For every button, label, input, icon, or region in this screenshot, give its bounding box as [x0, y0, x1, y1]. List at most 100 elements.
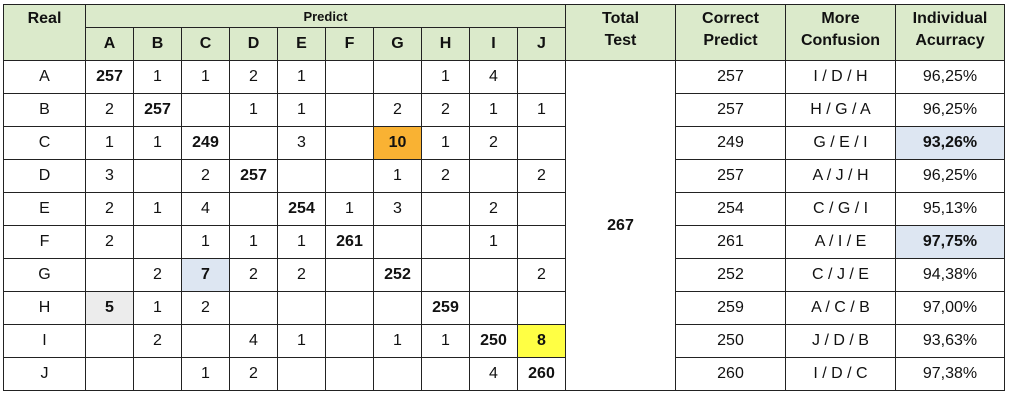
matrix-cell: 2 [181, 159, 230, 193]
matrix-cell: 2 [85, 225, 134, 259]
table-row: E 2 1 4 254 1 3 2 254 C / G / I 95,13% [3, 192, 1005, 226]
matrix-cell: 2 [85, 192, 134, 226]
matrix-cell: 1 [325, 192, 374, 226]
predict-column-header: A [85, 27, 134, 61]
diagonal-cell: 259 [421, 291, 470, 325]
real-class-label: C [3, 126, 86, 160]
more-confusion-cell: J / D / B [785, 324, 896, 358]
matrix-cell: 1 [373, 159, 422, 193]
real-class-label: B [3, 93, 86, 127]
matrix-cell [373, 291, 422, 325]
correct-predict-header: Correct Predict [675, 4, 786, 61]
individual-accuracy-cell: 96,25% [895, 159, 1005, 193]
matrix-cell: 2 [229, 258, 278, 292]
matrix-cell: 4 [469, 357, 518, 391]
correct-predict-cell: 259 [675, 291, 786, 325]
matrix-cell [229, 126, 278, 160]
real-class-label: A [3, 60, 86, 94]
matrix-cell [421, 192, 470, 226]
matrix-cell: 1 [421, 126, 470, 160]
matrix-cell: 2 [229, 60, 278, 94]
individual-accuracy-cell: 96,25% [895, 93, 1005, 127]
more-confusion-cell: C / J / E [785, 258, 896, 292]
matrix-cell [325, 324, 374, 358]
table-row: D 3 2 257 1 2 2 257 A / J / H 96,25% [3, 159, 1005, 193]
individual-accuracy-cell: 93,26% [895, 126, 1005, 160]
table-row: G 2 7 2 2 252 2 252 C / J / E 94,38% [3, 258, 1005, 292]
individual-accuracy-cell: 94,38% [895, 258, 1005, 292]
highlighted-confusion-cell: 5 [85, 291, 134, 325]
matrix-cell [229, 192, 278, 226]
matrix-cell: 1 [277, 225, 326, 259]
matrix-cell: 2 [517, 159, 566, 193]
matrix-cell [469, 258, 518, 292]
matrix-cell: 2 [469, 192, 518, 226]
correct-predict-cell: 257 [675, 159, 786, 193]
real-class-label: D [3, 159, 86, 193]
more-confusion-header: More Confusion [785, 4, 896, 61]
table-row: J 1 2 4 260 260 I / D / C 97,38% [3, 357, 1005, 391]
matrix-cell [325, 159, 374, 193]
predict-column-header: B [133, 27, 182, 61]
diagonal-cell: 252 [373, 258, 422, 292]
matrix-cell: 1 [469, 225, 518, 259]
more-confusion-cell: A / J / H [785, 159, 896, 193]
matrix-cell [517, 291, 566, 325]
matrix-cell [421, 258, 470, 292]
highlighted-confusion-cell: 8 [517, 324, 566, 358]
correct-predict-cell: 257 [675, 60, 786, 94]
correct-predict-cell: 250 [675, 324, 786, 358]
matrix-cell: 1 [133, 192, 182, 226]
correct-predict-cell: 260 [675, 357, 786, 391]
matrix-cell [517, 60, 566, 94]
table-row: B 2 257 1 1 2 2 1 1 257 H / G / A 96,25% [3, 93, 1005, 127]
matrix-cell: 2 [373, 93, 422, 127]
real-header: Real [3, 4, 86, 61]
predict-column-header: D [229, 27, 278, 61]
more-confusion-cell: I / D / H [785, 60, 896, 94]
matrix-cell [421, 357, 470, 391]
matrix-cell [277, 357, 326, 391]
matrix-cell: 3 [85, 159, 134, 193]
matrix-cell [277, 291, 326, 325]
matrix-cell [85, 357, 134, 391]
matrix-cell: 4 [469, 60, 518, 94]
matrix-cell [133, 225, 182, 259]
matrix-cell [229, 291, 278, 325]
predict-column-header: E [277, 27, 326, 61]
matrix-cell [469, 159, 518, 193]
matrix-cell: 2 [229, 357, 278, 391]
matrix-cell [325, 291, 374, 325]
matrix-cell [325, 126, 374, 160]
real-class-label: F [3, 225, 86, 259]
matrix-cell: 1 [133, 126, 182, 160]
real-class-label: I [3, 324, 86, 358]
matrix-cell [181, 93, 230, 127]
matrix-cell [133, 357, 182, 391]
matrix-cell [325, 258, 374, 292]
individual-accuracy-cell: 95,13% [895, 192, 1005, 226]
matrix-cell: 1 [373, 324, 422, 358]
matrix-cell [325, 357, 374, 391]
matrix-cell [517, 192, 566, 226]
matrix-cell: 2 [133, 324, 182, 358]
matrix-cell: 1 [277, 324, 326, 358]
correct-predict-cell: 257 [675, 93, 786, 127]
individual-accuracy-cell: 97,38% [895, 357, 1005, 391]
matrix-cell: 1 [133, 60, 182, 94]
correct-predict-cell: 254 [675, 192, 786, 226]
matrix-cell [85, 324, 134, 358]
matrix-cell: 1 [85, 126, 134, 160]
matrix-cell: 2 [469, 126, 518, 160]
matrix-cell: 1 [469, 93, 518, 127]
confusion-matrix-table: Real Predict Total Test Correct Predict Mo… [3, 4, 1005, 391]
matrix-cell: 1 [277, 93, 326, 127]
matrix-cell [373, 225, 422, 259]
matrix-cell [469, 291, 518, 325]
table-row: A 257 1 1 2 1 1 4 267 257 I / D / H 96,25% [3, 60, 1005, 391]
total-test-value: 267 [565, 60, 676, 391]
real-class-label: G [3, 258, 86, 292]
matrix-cell: 2 [85, 93, 134, 127]
matrix-cell [517, 225, 566, 259]
more-confusion-cell: A / I / E [785, 225, 896, 259]
